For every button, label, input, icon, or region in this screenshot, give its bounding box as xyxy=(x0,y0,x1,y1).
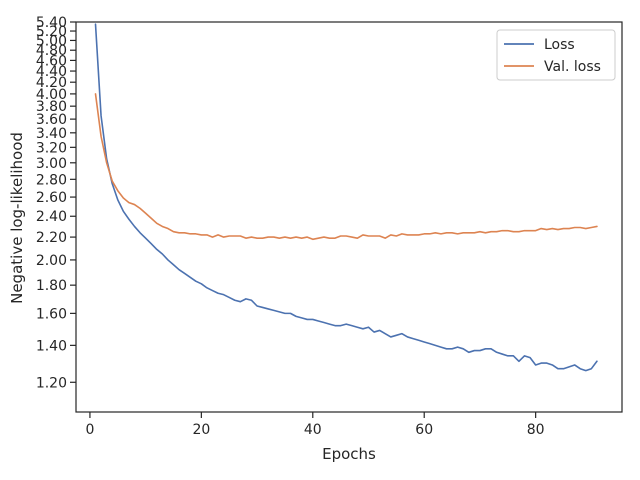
y-axis-ticks: 1.20 1.40 1.60 1.80 2.00 2.20 2.40 2.60 2.803.00… xyxy=(36,15,76,391)
y-tick-label: 2.40 xyxy=(36,209,67,225)
x-axis-title: Epochs xyxy=(322,445,376,463)
legend-box xyxy=(496,29,616,81)
y-tick-label: 3.00 xyxy=(36,156,67,172)
y-tick-label: 3.20 xyxy=(36,140,67,156)
x-tick-label: 0 xyxy=(85,422,94,438)
axes-frame xyxy=(75,21,623,413)
y-tick-label: 5.40 xyxy=(36,15,67,31)
x-tick-label: 20 xyxy=(192,422,210,438)
y-tick-label: 2.80 xyxy=(36,172,67,188)
legend-label: Loss xyxy=(544,37,575,53)
y-tick-label: 4.40 xyxy=(36,64,67,80)
legend: Loss Val. loss xyxy=(496,29,616,81)
y-tick-label: 1.20 xyxy=(36,375,67,391)
plot-area xyxy=(75,21,623,413)
x-tick-label: 80 xyxy=(527,422,545,438)
y-tick-label: 3.60 xyxy=(36,112,67,128)
y-tick-label: 5.20 xyxy=(36,24,67,40)
y-tick-label: 4.60 xyxy=(36,53,67,69)
y-tick-label: 4.00 xyxy=(36,87,67,103)
y-tick-label: 2.00 xyxy=(36,253,67,269)
y-tick-label: 5.00 xyxy=(36,33,67,49)
y-tick-label: 1.40 xyxy=(36,338,67,354)
y-tick-label: 1.80 xyxy=(36,278,67,294)
x-tick-label: 40 xyxy=(304,422,322,438)
legend-label: Val. loss xyxy=(544,59,601,75)
y-tick-label: 1.60 xyxy=(36,306,67,322)
series-line-2 xyxy=(94,93,598,241)
y-tick-label: 4.20 xyxy=(36,75,67,91)
x-axis-ticks: 0 20 40 60 80 xyxy=(85,412,545,438)
y-axis-title: Negative log-likelihood xyxy=(8,132,26,304)
series-line-1 xyxy=(94,23,598,372)
y-tick-label: 2.60 xyxy=(36,190,67,206)
y-tick-label: 4.80 xyxy=(36,43,67,59)
x-tick-label: 60 xyxy=(415,422,433,438)
series-lines xyxy=(94,23,598,372)
y-tick-label: 3.80 xyxy=(36,99,67,115)
y-tick-label: 2.20 xyxy=(36,230,67,246)
y-tick-label: 3.40 xyxy=(36,126,67,142)
